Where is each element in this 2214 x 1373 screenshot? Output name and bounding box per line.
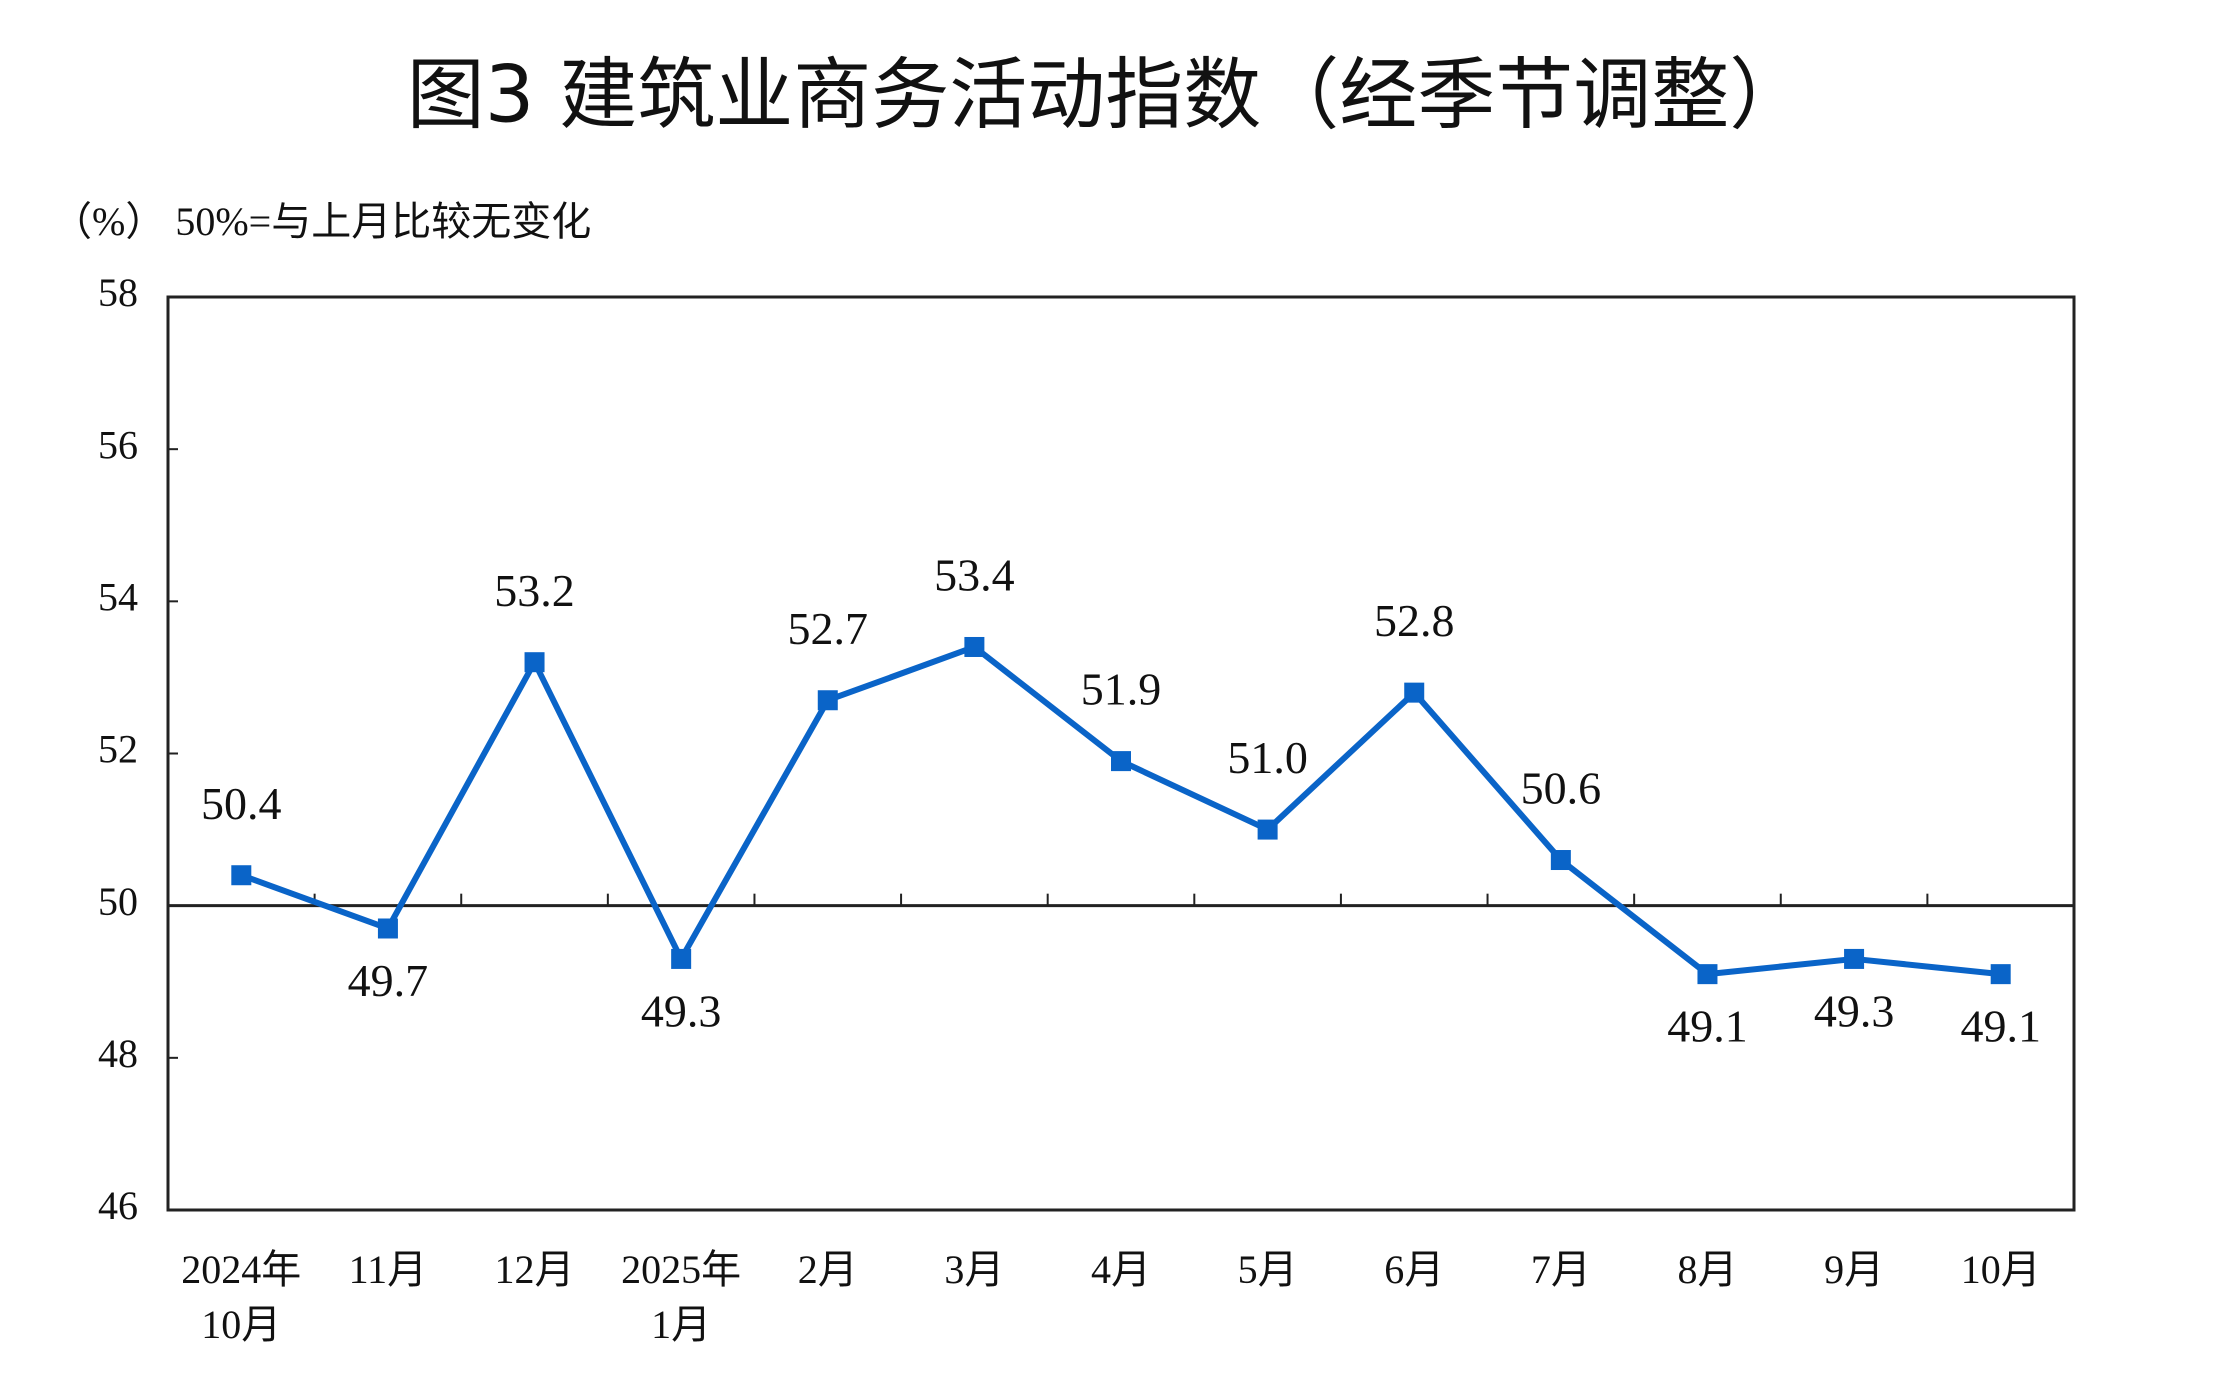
x-tick-label: 5月 — [1238, 1247, 1298, 1292]
marker — [1550, 850, 1571, 871]
marker — [671, 948, 692, 969]
value-label: 53.4 — [934, 550, 1015, 601]
value-label: 49.3 — [1814, 985, 1895, 1036]
marker — [817, 690, 838, 711]
chart-title: 图3 建筑业商务活动指数（经季节调整） — [407, 50, 1807, 140]
y-tick-label: 52 — [98, 727, 138, 772]
marker — [1844, 948, 1865, 969]
marker — [1404, 682, 1425, 703]
y-tick-label: 46 — [98, 1183, 138, 1228]
value-label: 51.0 — [1227, 732, 1308, 783]
value-label: 52.8 — [1374, 595, 1455, 646]
y-tick-label: 54 — [98, 575, 138, 620]
value-label: 50.4 — [201, 778, 282, 829]
marker — [964, 636, 985, 657]
y-tick-label: 50 — [98, 879, 138, 924]
y-tick-label: 48 — [98, 1031, 138, 1076]
x-tick-label: 6月 — [1384, 1247, 1444, 1292]
x-tick-label: 7月 — [1531, 1247, 1591, 1292]
x-tick-label: 10月 — [201, 1302, 281, 1347]
value-label: 53.2 — [494, 565, 575, 616]
x-tick-label: 11月 — [349, 1247, 428, 1292]
value-label: 49.7 — [348, 955, 429, 1006]
x-tick-label: 3月 — [944, 1247, 1004, 1292]
y-tick-label: 56 — [98, 422, 138, 467]
marker — [231, 865, 252, 886]
value-label: 52.7 — [788, 603, 869, 654]
value-label: 49.3 — [641, 985, 722, 1036]
value-label: 49.1 — [1667, 1001, 1748, 1052]
x-tick-label: 10月 — [1961, 1247, 2041, 1292]
value-label: 49.1 — [1960, 1001, 2041, 1052]
value-label: 50.6 — [1521, 763, 1602, 814]
marker — [1111, 751, 1131, 772]
x-tick-label: 1月 — [651, 1302, 711, 1347]
x-tick-label: 2024年 — [181, 1247, 301, 1292]
value-label: 51.9 — [1081, 664, 1162, 715]
marker — [1257, 819, 1278, 840]
marker — [524, 652, 545, 673]
y-tick-label: 58 — [98, 270, 138, 315]
marker — [377, 918, 398, 939]
x-tick-label: 9月 — [1824, 1247, 1884, 1292]
marker — [1697, 964, 1718, 985]
x-tick-label: 2025年 — [621, 1247, 741, 1292]
marker — [1990, 964, 2011, 985]
x-tick-label: 12月 — [495, 1247, 575, 1292]
x-tick-label: 4月 — [1091, 1247, 1151, 1292]
x-tick-label: 2月 — [798, 1247, 858, 1292]
x-tick-label: 8月 — [1677, 1247, 1737, 1292]
chart-subtitle: （%） 50%=与上月比较无变化 — [52, 199, 591, 244]
